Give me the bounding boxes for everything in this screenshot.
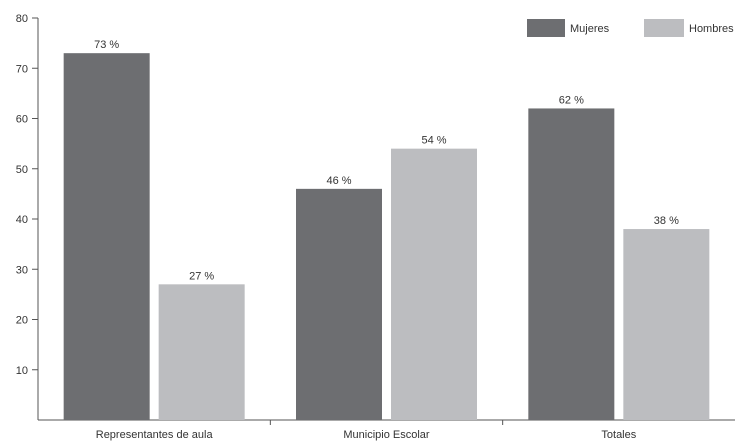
y-tick-label: 50 [16,164,28,176]
bar-hombres [391,148,477,420]
y-tick-label: 40 [16,214,28,226]
y-tick-label: 80 [16,13,28,25]
y-tick-label: 60 [16,114,28,126]
x-category-label: Representantes de aula [96,429,214,441]
y-tick-label: 30 [16,264,28,276]
data-label: 62 % [559,94,584,106]
data-label: 73 % [94,39,119,51]
data-label: 27 % [189,270,214,282]
x-category-label: Totales [601,429,636,441]
bar-mujeres [63,53,150,421]
legend-swatch-mujeres [527,19,565,37]
bar-mujeres [528,108,615,420]
data-label: 38 % [654,215,679,227]
bar-hombres [623,229,710,420]
y-tick-label: 70 [16,63,28,75]
x-category-label: Municipio Escolar [343,429,430,441]
data-label: 54 % [421,135,446,147]
bars: 73 % 27 % 46 % 54 % 62 % 38 % [63,39,710,421]
x-axis: Representantes de aula Municipio Escolar T… [38,419,735,441]
data-label: 46 % [326,175,351,187]
bar-mujeres [296,188,382,420]
legend: Mujeres Hombres [527,19,734,37]
legend-label-mujeres: Mujeres [570,23,610,35]
legend-swatch-hombres [644,19,684,37]
y-tick-label: 20 [16,315,28,327]
y-axis: 10 20 30 40 50 60 70 80 [16,13,39,420]
y-tick-label: 10 [16,365,28,377]
bar-hombres [158,284,245,420]
legend-label-hombres: Hombres [689,23,734,35]
